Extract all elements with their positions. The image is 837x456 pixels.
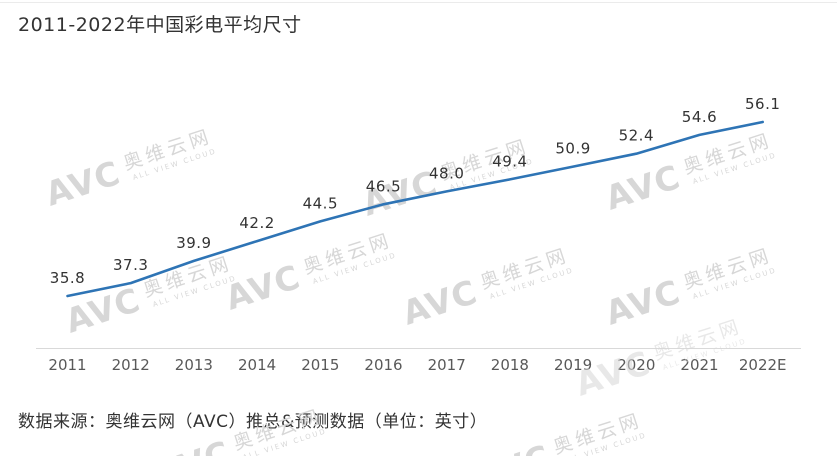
x-axis-label-2019: 2019 [554, 356, 592, 374]
value-label-2016: 46.5 [366, 177, 401, 195]
value-label-2020: 52.4 [619, 127, 654, 145]
value-label-2014: 42.2 [239, 214, 274, 232]
value-label-2015: 44.5 [303, 194, 338, 212]
avc-logo-mark: AVC [151, 433, 235, 456]
value-label-2012: 37.3 [113, 256, 148, 274]
x-axis-label-2017: 2017 [428, 356, 466, 374]
value-label-2013: 39.9 [176, 234, 211, 252]
x-axis-label-2021: 2021 [680, 356, 718, 374]
avc-logo-mark: AVC [471, 437, 555, 456]
watermark-tagline: ALL VIEW CLOUD [561, 431, 648, 456]
value-label-2017: 48.0 [429, 164, 464, 182]
x-axis-label-2015: 2015 [301, 356, 339, 374]
x-axis-label-2022E: 2022E [739, 356, 787, 374]
source-note: 数据来源：奥维云网（AVC）推总&预测数据（单位：英寸） [18, 412, 488, 432]
chart-title: 2011-2022年中国彩电平均尺寸 [18, 14, 302, 36]
value-label-2018: 49.4 [492, 152, 527, 170]
value-label-2022E: 56.1 [745, 95, 780, 113]
x-axis-label-2013: 2013 [175, 356, 213, 374]
x-axis-label-2020: 2020 [617, 356, 655, 374]
x-axis-label-2016: 2016 [364, 356, 402, 374]
value-label-2011: 35.8 [50, 269, 85, 287]
value-label-2019: 50.9 [555, 140, 590, 158]
watermark-cn-text: 奥维云网 [550, 409, 645, 456]
x-axis-label-2014: 2014 [238, 356, 276, 374]
top-divider [0, 2, 837, 3]
x-axis-label-2018: 2018 [491, 356, 529, 374]
line-chart: 35.8 37.3 39.9 42.2 44.5 46.5 48.0 49.4 50.9 52.4… [36, 95, 801, 374]
value-label-2021: 54.6 [682, 108, 717, 126]
trend-line [66, 120, 765, 298]
x-axis-label-2012: 2012 [112, 356, 150, 374]
x-axis-label-2011: 2011 [48, 356, 86, 374]
